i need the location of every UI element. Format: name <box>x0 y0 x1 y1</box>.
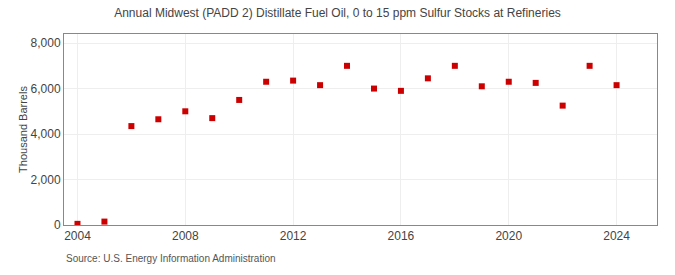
svg-text:2024: 2024 <box>603 229 630 243</box>
svg-text:2020: 2020 <box>495 229 522 243</box>
svg-text:2008: 2008 <box>172 229 199 243</box>
svg-text:Annual Midwest (PADD 2) Distil: Annual Midwest (PADD 2) Distillate Fuel … <box>114 6 561 20</box>
svg-text:2016: 2016 <box>388 229 415 243</box>
svg-text:4,000: 4,000 <box>31 127 61 141</box>
svg-text:0: 0 <box>54 218 61 232</box>
svg-text:2012: 2012 <box>280 229 307 243</box>
svg-text:8,000: 8,000 <box>31 36 61 50</box>
svg-text:2004: 2004 <box>64 229 91 243</box>
svg-text:6,000: 6,000 <box>31 82 61 96</box>
svg-text:Thousand Barrels: Thousand Barrels <box>17 86 29 173</box>
svg-text:Source: U.S. Energy Informatio: Source: U.S. Energy Information Administ… <box>66 253 276 264</box>
svg-text:2,000: 2,000 <box>31 173 61 187</box>
